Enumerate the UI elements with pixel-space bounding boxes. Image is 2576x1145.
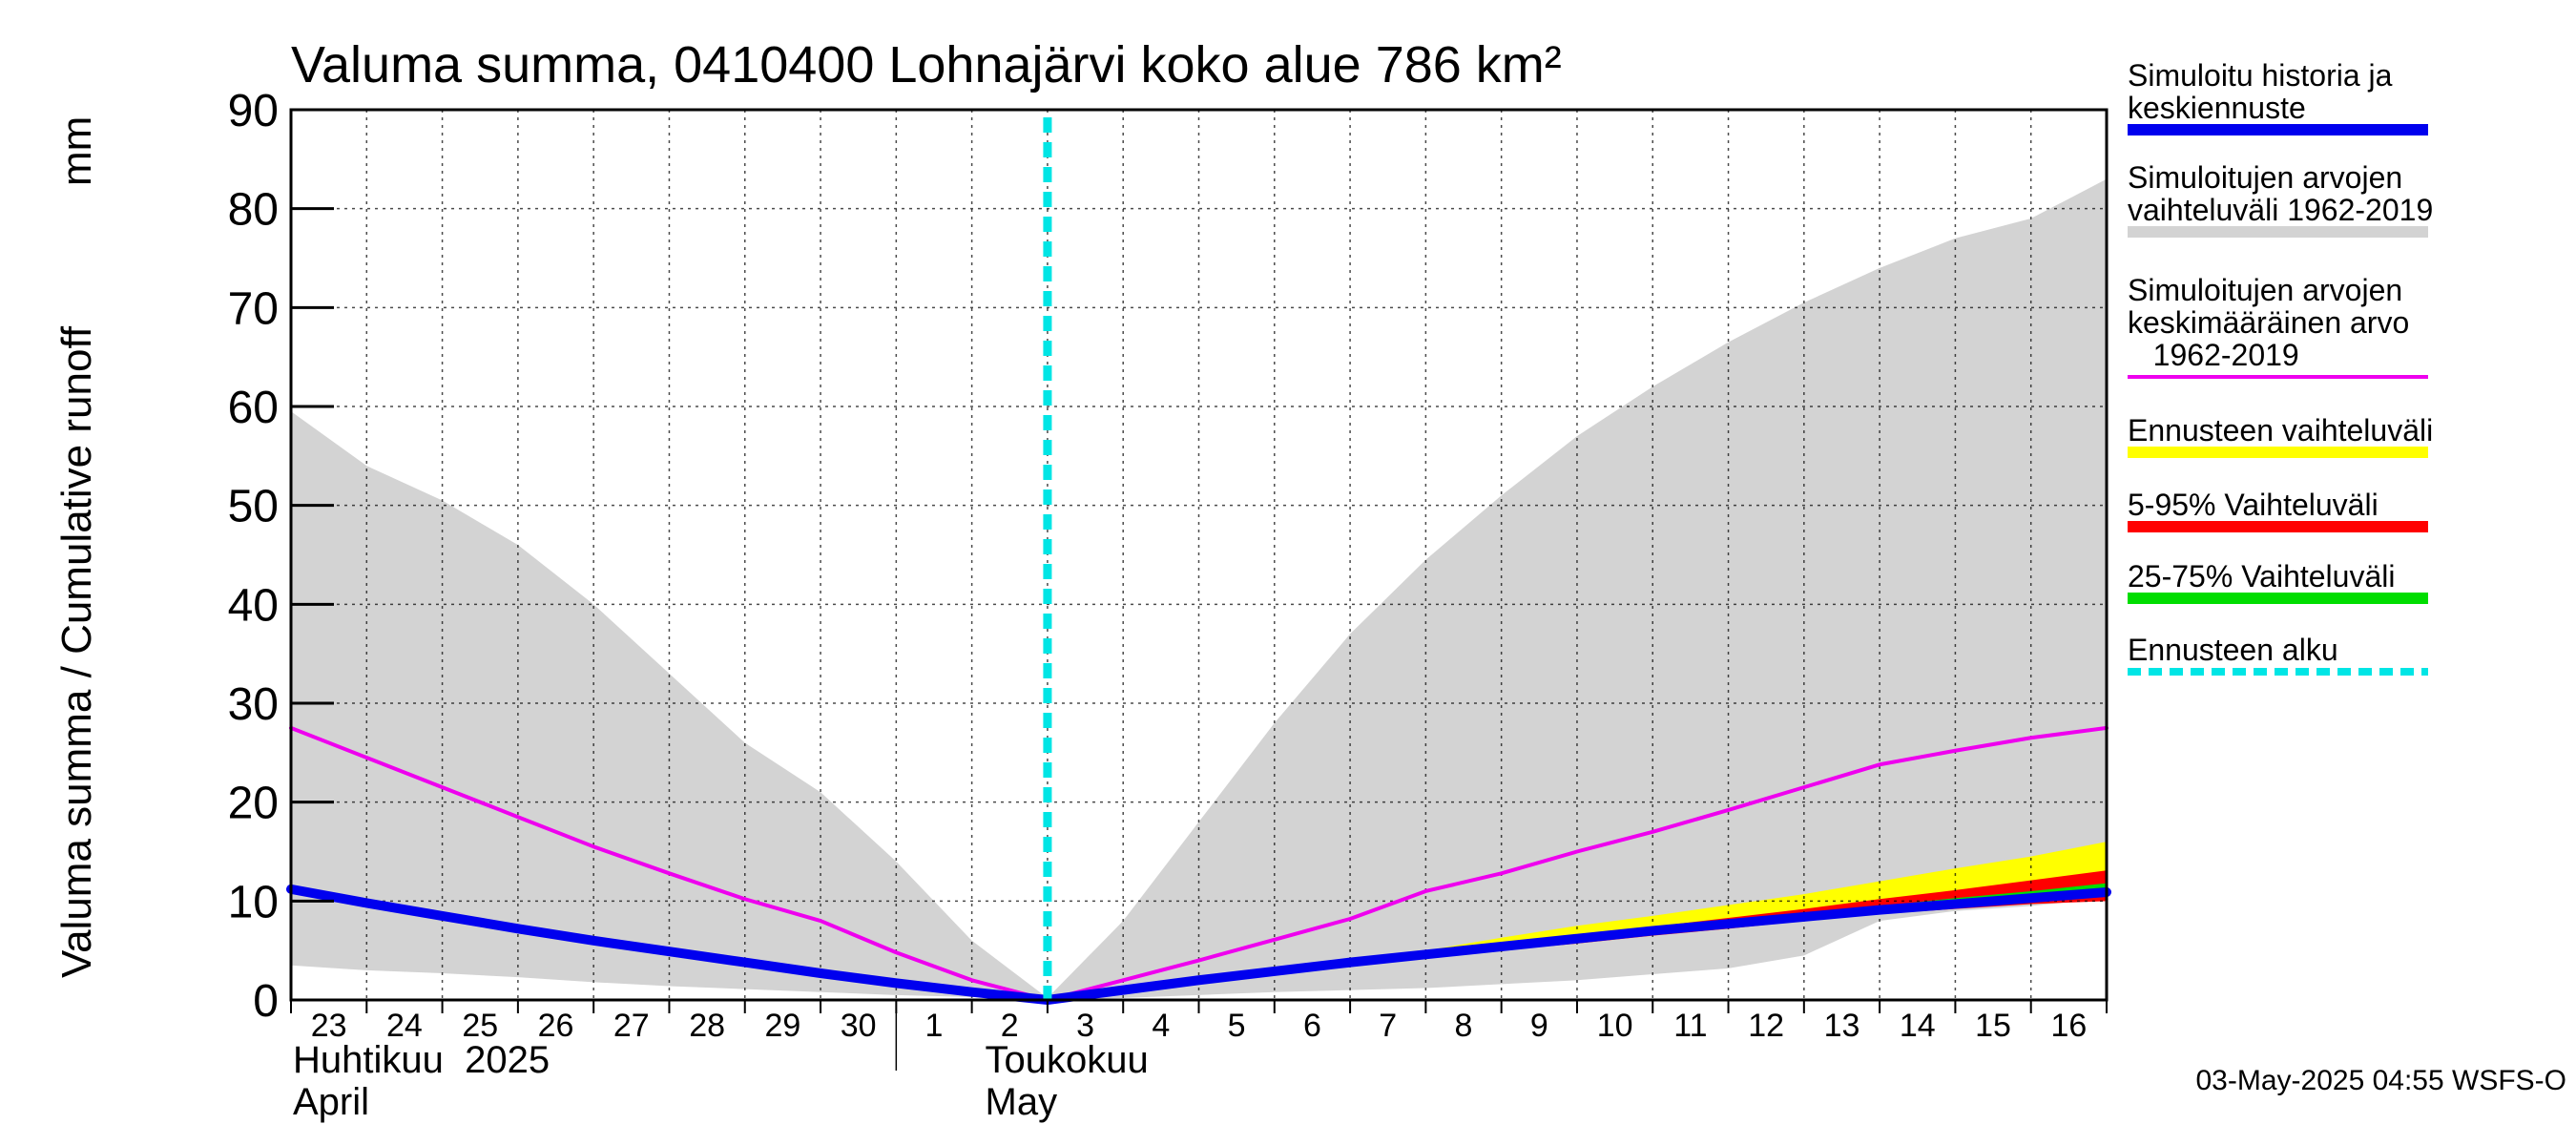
day-label-5: 28 xyxy=(689,1008,725,1044)
y-tick-label-6: 60 xyxy=(228,383,279,433)
day-label-7: 30 xyxy=(841,1008,877,1044)
legend-label-2-2: 1962-2019 xyxy=(2128,338,2299,372)
y-axis-label: Valuma summa / Cumulative runoff xyxy=(53,325,100,978)
legend-label-2-1: keskimääräinen arvo xyxy=(2128,305,2409,340)
day-label-9: 2 xyxy=(1001,1008,1019,1044)
day-label-18: 11 xyxy=(1673,1008,1707,1044)
series-line-5 xyxy=(286,884,2111,1005)
day-label-21: 14 xyxy=(1900,1008,1936,1044)
footer-timestamp: 03-May-2025 04:55 WSFS-O xyxy=(2196,1065,2567,1096)
y-tick-label-2: 20 xyxy=(228,779,279,829)
y-tick-label-1: 10 xyxy=(228,877,279,927)
day-label-4: 27 xyxy=(613,1008,650,1044)
day-label-13: 6 xyxy=(1303,1008,1321,1044)
grid-lines xyxy=(291,109,2107,1000)
y-tick-label-3: 30 xyxy=(228,679,279,730)
day-label-1: 24 xyxy=(386,1008,423,1044)
y-tick-label-0: 0 xyxy=(253,976,279,1027)
y-tick-labels: 0 10 20 30 40 50 60 70 80 90 xyxy=(228,86,279,1027)
legend-label-1-0: Simuloitujen arvojen xyxy=(2128,160,2402,195)
day-label-17: 10 xyxy=(1597,1008,1633,1044)
y-tick-label-5: 50 xyxy=(228,482,279,532)
month-label-0-fi: Huhtikuu 2025 xyxy=(293,1039,550,1081)
y-tick-label-4: 40 xyxy=(228,580,279,631)
day-label-12: 5 xyxy=(1228,1008,1246,1044)
day-label-10: 3 xyxy=(1076,1008,1094,1044)
day-label-16: 9 xyxy=(1530,1008,1548,1044)
axes xyxy=(289,108,2109,1071)
day-label-8: 1 xyxy=(925,1008,944,1044)
chart-title: Valuma summa, 0410400 Lohnajärvi koko al… xyxy=(291,36,1562,94)
month-label-0-en: April xyxy=(293,1081,369,1123)
day-label-14: 7 xyxy=(1379,1008,1397,1044)
legend-label-1-1: vaihteluväli 1962-2019 xyxy=(2128,193,2433,227)
day-label-19: 12 xyxy=(1748,1008,1784,1044)
month-label-1-en: May xyxy=(986,1081,1058,1123)
band-0 xyxy=(291,178,2107,1001)
day-label-2: 25 xyxy=(462,1008,498,1044)
legend-label-6-0: Ennusteen alku xyxy=(2128,633,2338,667)
legend-label-4-0: 5-95% Vaihteluväli xyxy=(2128,488,2379,522)
legend-label-3-0: Ennusteen vaihteluväli xyxy=(2128,413,2433,448)
legend-label-2-0: Simuloitujen arvojen xyxy=(2128,273,2402,307)
legend-label-5-0: 25-75% Vaihteluväli xyxy=(2128,559,2395,593)
day-label-6: 29 xyxy=(764,1008,800,1044)
y-axis-unit: mm xyxy=(53,116,100,186)
day-label-22: 15 xyxy=(1975,1008,2011,1044)
series-line-4 xyxy=(289,725,2109,1002)
month-label-1-fi: Toukokuu xyxy=(986,1039,1149,1081)
legend-label-0-0: Simuloitu historia ja xyxy=(2128,58,2393,93)
y-tick-label-9: 90 xyxy=(228,86,279,136)
day-label-20: 13 xyxy=(1824,1008,1860,1044)
day-label-3: 26 xyxy=(538,1008,574,1044)
day-label-15: 8 xyxy=(1455,1008,1473,1044)
day-label-23: 16 xyxy=(2050,1008,2087,1044)
x-tick-labels: 23 24 25 26 27 28 29 30 1 2 3 4 5 6 7 8 9 10 11 12 13 14 15 16 xyxy=(311,1008,2088,1044)
day-label-0: 23 xyxy=(311,1008,347,1044)
data-lines xyxy=(286,725,2111,1005)
legend-label-0-1: keskiennuste xyxy=(2128,91,2306,125)
y-tick-label-8: 80 xyxy=(228,185,279,236)
day-label-11: 4 xyxy=(1152,1008,1170,1044)
y-tick-label-7: 70 xyxy=(228,283,279,334)
